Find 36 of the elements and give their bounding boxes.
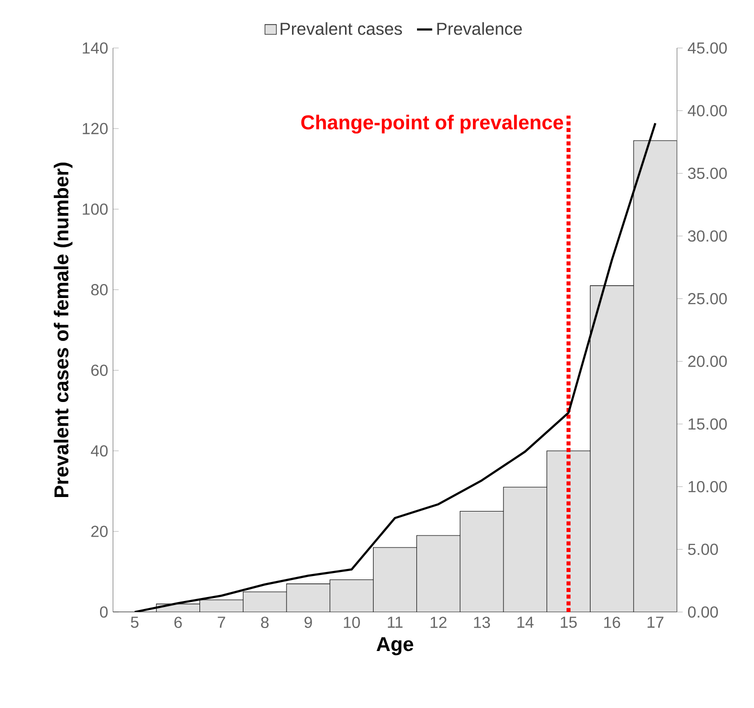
y-tick-label: 140: [82, 42, 108, 54]
y2-tick-label: 10.00: [688, 481, 727, 492]
y-tick-label: 80: [91, 284, 108, 296]
x-tick-label: 13: [474, 616, 490, 628]
x-tick-label: 14: [517, 616, 534, 628]
y-tick-label: 60: [91, 364, 108, 376]
x-tick-label: 12: [430, 616, 446, 628]
y2-tick-label: 35.00: [688, 168, 727, 179]
y2-tick-label: 30.00: [688, 230, 727, 242]
y2-tick-label: 0.00: [688, 606, 718, 618]
y-tick-label: 120: [82, 122, 108, 134]
y2-tick-label: 25.00: [688, 293, 727, 304]
y-tick-label: 40: [90, 445, 108, 457]
y2-tick-label: 40.00: [688, 105, 727, 116]
y2-tick-label: 15.00: [688, 418, 727, 430]
x-tick-label: 11: [388, 616, 403, 628]
x-tick-label: 17: [648, 616, 664, 628]
y-tick-label: 100: [82, 203, 108, 215]
x-tick-label: 6: [174, 616, 182, 628]
x-tick-label: 15: [560, 616, 577, 628]
y2-tick-label: 20.00: [688, 356, 727, 367]
y-tick-label: 20: [91, 526, 108, 538]
ref-line-label: Change-point of prevalence: [301, 114, 564, 134]
legend-label: Prevalence: [437, 22, 522, 35]
x-tick-label: 10: [344, 616, 360, 628]
y2-tick-label: 5.00: [688, 544, 718, 555]
y-tick-label: 0: [100, 606, 108, 618]
x-tick-label: 5: [130, 616, 138, 628]
x-tick-label: 9: [304, 616, 312, 628]
x-tick-label: 8: [261, 616, 269, 628]
y-axis-title: Prevalent cases of female (number): [54, 162, 72, 498]
x-tick-label: 16: [604, 616, 620, 628]
legend-label: Prevalent cases: [280, 22, 402, 35]
y2-tick-label: 45.00: [688, 42, 727, 54]
x-axis-title: Age: [376, 637, 414, 656]
x-tick-label: 7: [218, 616, 226, 628]
